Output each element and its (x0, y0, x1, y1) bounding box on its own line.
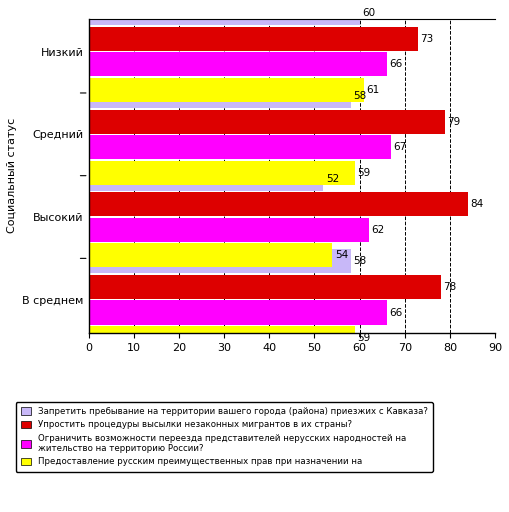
Legend: Запретить пребывание на территории вашего города (района) приезжих с Кавказа?, У: Запретить пребывание на территории вашег… (16, 402, 433, 472)
Text: 67: 67 (393, 142, 407, 152)
Bar (89, 218, 369, 242)
Bar (89, 275, 441, 299)
Bar (89, 135, 391, 159)
Text: 66: 66 (389, 308, 402, 317)
Text: 59: 59 (357, 333, 371, 343)
Bar (89, 78, 364, 102)
Text: 61: 61 (366, 85, 380, 95)
Y-axis label: Социальный статус: Социальный статус (7, 118, 17, 233)
Bar (89, 243, 332, 267)
Bar (89, 161, 355, 185)
Text: 84: 84 (470, 199, 484, 209)
Text: 52: 52 (326, 174, 339, 184)
Bar (89, 166, 323, 190)
Bar (89, 249, 351, 273)
Text: 79: 79 (447, 117, 461, 126)
Text: 62: 62 (371, 225, 384, 235)
Bar (89, 52, 387, 76)
Text: 66: 66 (389, 59, 402, 70)
Bar (89, 326, 355, 350)
Bar (89, 301, 387, 325)
Text: 78: 78 (443, 282, 457, 292)
Bar (89, 27, 418, 51)
Bar (89, 1, 359, 25)
Bar (89, 84, 351, 108)
Bar (89, 192, 468, 216)
Text: 73: 73 (420, 34, 434, 44)
Text: 58: 58 (353, 91, 366, 101)
Text: 60: 60 (362, 8, 375, 18)
Text: 59: 59 (357, 167, 371, 178)
Text: 58: 58 (353, 257, 366, 266)
Bar (89, 110, 445, 134)
Text: 54: 54 (335, 250, 348, 261)
